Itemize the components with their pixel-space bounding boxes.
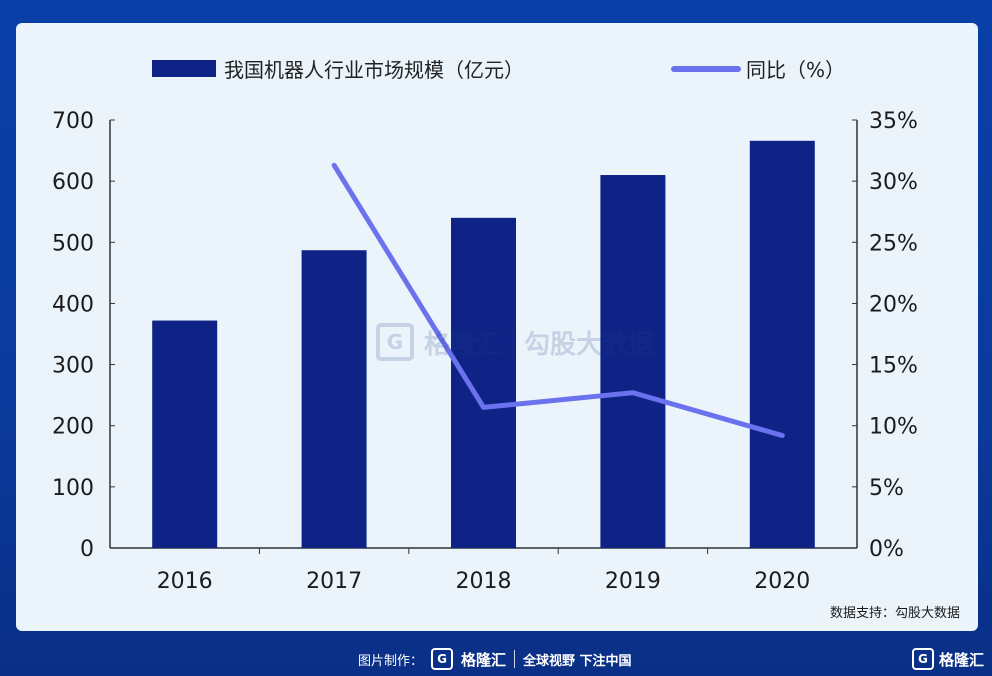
y-right-tick-label: 20% (869, 292, 918, 317)
chart-card: 0 100 200 300 400 500 600 700 0% 5% 10% 15% 20% 25% 30… (16, 23, 978, 631)
bar-2016 (152, 320, 218, 548)
corner-logo-icon: G (911, 648, 934, 670)
y-right-tick-label: 35% (869, 109, 918, 134)
bar-2019 (600, 175, 666, 548)
x-tick-label: 2018 (456, 569, 512, 594)
y-left-tick-label: 100 (52, 476, 94, 501)
y-left-tick-label: 600 (52, 170, 94, 195)
legend-bar-label: 我国机器人行业市场规模（亿元） (224, 58, 524, 82)
y-right-tick-label: 30% (869, 170, 918, 195)
yoy-line (331, 162, 785, 438)
x-tick-label: 2020 (754, 569, 810, 594)
y-left-tick-label: 400 (52, 292, 94, 317)
y-right-tick-label: 5% (869, 476, 904, 501)
bar-2020 (749, 140, 815, 548)
y-right-tick-label: 10% (869, 415, 918, 440)
y-right-tick-label: 0% (869, 537, 904, 562)
watermark-partner: 勾股大数据 (524, 329, 655, 360)
watermark-brand: 格隆汇 (424, 329, 503, 360)
footer-divider (514, 650, 516, 668)
watermark-divider (512, 325, 515, 359)
brand-name: 格隆汇 (461, 650, 507, 669)
chart-svg: 0 100 200 300 400 500 600 700 0% 5% 10% 15% 20% 25% 30… (52, 58, 918, 594)
watermark-logo-icon: G (376, 323, 414, 361)
y-left-tick-label: 500 (52, 231, 94, 256)
corner-brand: G 格隆汇 (911, 648, 984, 670)
footer-credit: 图片制作： G 格隆汇 全球视野 下注中国 (358, 648, 632, 670)
y-right-tick-label: 25% (869, 231, 918, 256)
y-left-tick-label: 200 (52, 415, 94, 440)
x-tick-label: 2016 (157, 569, 213, 594)
made-by-label: 图片制作： (358, 653, 424, 669)
legend-bar-swatch (152, 60, 216, 77)
y-left-tick-label: 0 (80, 537, 94, 562)
bar-2018 (451, 217, 516, 549)
watermark: G 格隆汇 勾股大数据 (376, 323, 654, 361)
legend-line-label: 同比（%） (746, 58, 845, 82)
brand-slogan: 全球视野 下注中国 (523, 653, 632, 669)
x-tick-label: 2019 (605, 569, 661, 594)
brand-logo-icon: G (431, 648, 454, 670)
x-tick-label: 2017 (306, 569, 362, 594)
source-label: 数据支持：勾股大数据 (829, 606, 960, 621)
corner-brand-name: 格隆汇 (938, 650, 984, 669)
y-left-tick-label: 300 (52, 354, 94, 379)
bar-2017 (301, 250, 367, 548)
y-right-tick-label: 15% (869, 354, 918, 379)
y-left-tick-label: 700 (52, 109, 94, 134)
footer-bar: 图片制作： G 格隆汇 全球视野 下注中国 G 格隆汇 (0, 640, 992, 676)
